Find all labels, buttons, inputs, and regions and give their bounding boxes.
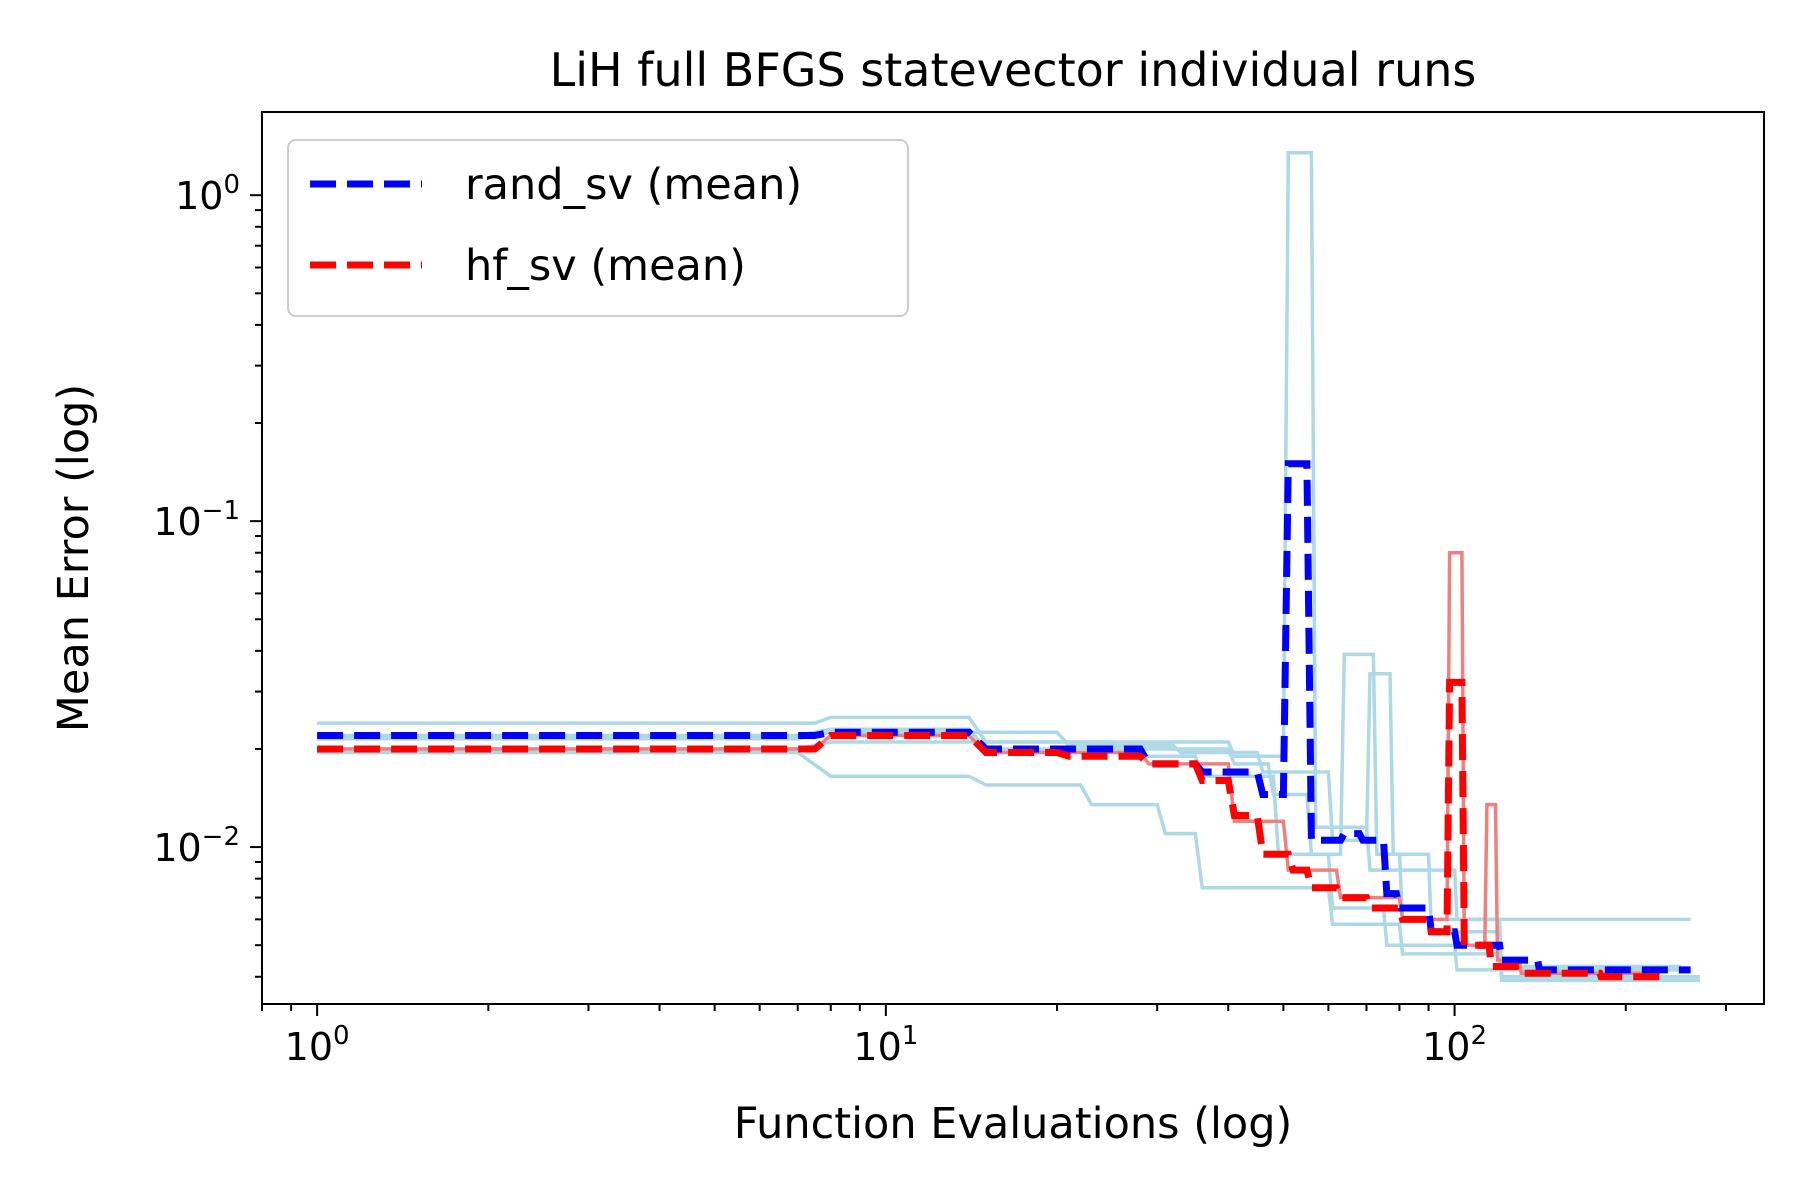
legend: rand_sv (mean) hf_sv (mean) <box>287 139 909 317</box>
series-line-rand-sv-run-1 <box>317 150 1691 922</box>
y-tick-label: 100 <box>175 170 240 218</box>
plot-frame <box>261 111 1765 1005</box>
series-line-hf-sv-mean <box>317 678 1661 981</box>
series-line-rand-sv-run-5 <box>317 740 1691 972</box>
x-tick-label: 101 <box>853 1021 918 1069</box>
series-layer <box>317 150 1700 983</box>
legend-label-hf-sv: hf_sv (mean) <box>465 241 746 291</box>
chart-title: LiH full BFGS statevector individual run… <box>550 43 1477 97</box>
legend-label-rand-sv: rand_sv (mean) <box>465 160 802 210</box>
series-line-rand-sv-run-4 <box>317 750 1700 983</box>
y-axis-label: Mean Error (log) <box>49 384 99 732</box>
y-tick-label: 10−1 <box>153 496 240 544</box>
ticks-layer: 100 101 102 100 10−1 10−2 <box>153 170 1727 1069</box>
x-tick-label: 100 <box>285 1021 350 1069</box>
x-tick-label: 102 <box>1422 1021 1487 1069</box>
x-axis-label: Function Evaluations (log) <box>734 1099 1293 1149</box>
legend-frame <box>287 139 909 317</box>
y-tick-label: 10−2 <box>153 822 240 870</box>
